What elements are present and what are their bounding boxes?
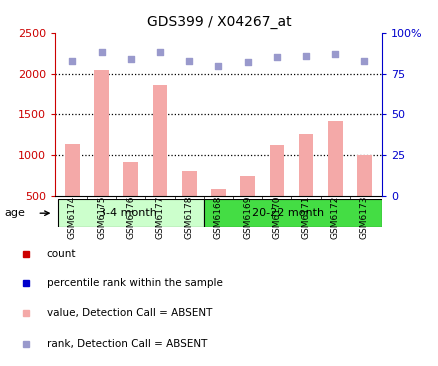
Text: percentile rank within the sample: percentile rank within the sample	[46, 278, 222, 288]
Text: GSM6173: GSM6173	[359, 196, 368, 239]
Point	[273, 55, 280, 60]
Text: GSM6171: GSM6171	[301, 196, 310, 239]
Bar	[240, 176, 254, 236]
Point	[185, 58, 192, 64]
Point	[127, 56, 134, 62]
Bar	[203, 199, 381, 227]
Bar	[269, 145, 283, 236]
Text: GSM6168: GSM6168	[213, 196, 223, 239]
Bar	[152, 85, 167, 236]
Text: count: count	[46, 249, 76, 259]
Text: GSM6172: GSM6172	[330, 196, 339, 239]
Text: rank, Detection Call = ABSENT: rank, Detection Call = ABSENT	[46, 339, 207, 348]
Text: GSM6170: GSM6170	[272, 196, 281, 239]
Text: GSM6178: GSM6178	[184, 196, 193, 239]
Text: GSM6176: GSM6176	[126, 196, 135, 239]
Text: GSM6174: GSM6174	[68, 196, 77, 239]
Bar	[123, 163, 138, 236]
Text: GSM6175: GSM6175	[97, 196, 106, 239]
Text: age: age	[5, 208, 25, 218]
Point	[98, 49, 105, 55]
Point	[302, 53, 309, 59]
Point	[215, 63, 221, 68]
Point	[331, 51, 338, 57]
Bar	[327, 121, 342, 236]
Text: GSM6169: GSM6169	[243, 196, 251, 239]
Bar	[65, 144, 80, 236]
Point	[244, 59, 251, 65]
Point	[69, 58, 76, 64]
Text: value, Detection Call = ABSENT: value, Detection Call = ABSENT	[46, 308, 212, 318]
Bar	[298, 134, 313, 236]
Bar	[181, 171, 196, 236]
Bar	[356, 155, 371, 236]
Text: GSM6177: GSM6177	[155, 196, 164, 239]
Bar	[58, 199, 203, 227]
Point	[360, 58, 367, 64]
Bar	[94, 70, 109, 236]
Text: 20-22 month: 20-22 month	[252, 208, 324, 218]
Point	[156, 49, 163, 55]
Text: 3-4 month: 3-4 month	[99, 208, 156, 218]
Text: GDS399 / X04267_at: GDS399 / X04267_at	[147, 15, 291, 29]
Bar	[211, 189, 225, 236]
